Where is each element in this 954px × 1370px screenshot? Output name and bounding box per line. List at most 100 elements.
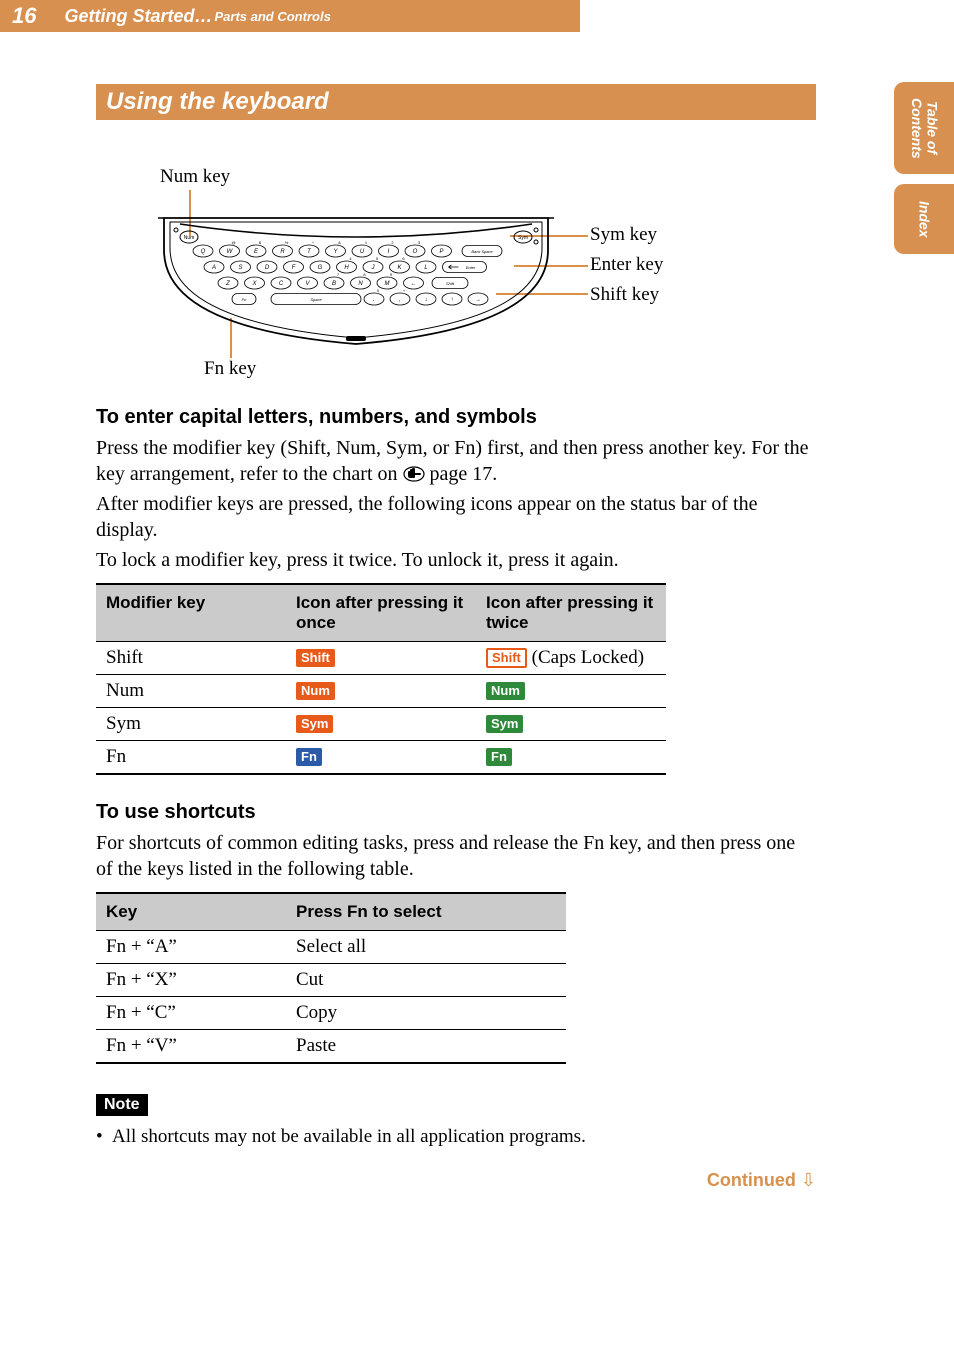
table-cell: Shift [96, 642, 286, 675]
svg-text:H: H [344, 265, 349, 271]
table-cell: Fn [96, 741, 286, 775]
label-sym-key: Sym key [590, 224, 657, 246]
breadcrumb-main: Getting Started… [64, 6, 212, 27]
svg-text:.: . [373, 297, 375, 303]
svg-text:Back Space: Back Space [471, 249, 493, 254]
svg-text:I: I [388, 249, 390, 255]
modifier-icon: Sym [486, 715, 523, 733]
svg-text:8: 8 [363, 272, 366, 277]
side-tabs: Table ofContents Index [894, 82, 954, 264]
svg-text:$: $ [259, 240, 262, 245]
modifier-icon: Num [296, 682, 335, 700]
svg-text:T: T [307, 249, 312, 255]
para-modifier-3: To lock a modifier key, press it twice. … [96, 547, 816, 573]
svg-text:3: 3 [418, 240, 421, 245]
svg-text:S: S [238, 265, 242, 271]
svg-text:M: M [385, 281, 390, 287]
svg-text:D: D [265, 265, 270, 271]
page-header: 16 Getting Started… Parts and Controls [0, 0, 580, 32]
svg-text:Fn: Fn [242, 297, 247, 302]
subheading-capitals: To enter capital letters, numbers, and s… [96, 406, 816, 429]
svg-text:Num: Num [184, 235, 195, 241]
para-modifier-2: After modifier keys are pressed, the fol… [96, 491, 816, 543]
para-shortcuts: For shortcuts of common editing tasks, p… [96, 830, 816, 882]
svg-text:Z: Z [225, 281, 230, 287]
th-modifier: Modifier key [96, 584, 286, 642]
svg-text:4: 4 [349, 256, 352, 261]
th-once: Icon after pressing it once [286, 584, 476, 642]
svg-text:←: ← [411, 281, 417, 287]
svg-text:E: E [254, 249, 259, 255]
table-cell: Fn [476, 741, 666, 775]
label-fn-key: Fn key [204, 358, 256, 380]
table-cell: Sym [286, 708, 476, 741]
pointing-hand-icon [403, 466, 425, 482]
th-key: Key [96, 893, 286, 931]
table-cell: Num [476, 675, 666, 708]
th-action: Press Fn to select [286, 893, 566, 931]
svg-text:&: & [338, 240, 341, 245]
page-content: Using the keyboard Num key Fn key Sym ke… [96, 84, 816, 1191]
breadcrumb-sub: Parts and Controls [215, 9, 331, 24]
table-cell: Copy [286, 997, 566, 1030]
svg-text:Sym: Sym [518, 235, 528, 241]
svg-text:9: 9 [390, 272, 393, 277]
th-twice: Icon after pressing it twice [476, 584, 666, 642]
note-label: Note [96, 1094, 148, 1116]
svg-text:N: N [358, 281, 363, 287]
toc-tab[interactable]: Table ofContents [894, 82, 954, 174]
modifier-icon: Sym [296, 715, 333, 733]
table-cell: Fn + “C” [96, 997, 286, 1030]
page-number: 16 [12, 3, 36, 29]
svg-text:P: P [439, 249, 443, 255]
modifier-icon: Fn [486, 748, 512, 766]
svg-text:@: @ [231, 240, 235, 245]
svg-text:U: U [360, 249, 365, 255]
svg-text:7: 7 [337, 272, 340, 277]
keyboard-diagram: Num key Fn key Sym key Enter key Shift k… [96, 140, 796, 382]
svg-text:O: O [413, 249, 418, 255]
svg-text:1: 1 [365, 240, 368, 245]
modifier-icon: Num [486, 682, 525, 700]
svg-text:Y: Y [333, 249, 338, 255]
svg-text:L: L [424, 265, 427, 271]
para-modifier-1: Press the modifier key (Shift, Num, Sym,… [96, 435, 816, 487]
table-cell: Num [96, 675, 286, 708]
svg-text:6: 6 [402, 256, 405, 261]
svg-text:J: J [371, 265, 376, 271]
subheading-shortcuts: To use shortcuts [96, 801, 816, 824]
label-enter-key: Enter key [590, 254, 663, 276]
table-cell: Sym [96, 708, 286, 741]
svg-text:5: 5 [376, 256, 379, 261]
svg-text:V: V [305, 281, 310, 287]
svg-text:X: X [251, 281, 257, 287]
svg-text:0: 0 [377, 288, 380, 293]
svg-text:C: C [279, 281, 284, 287]
svg-text:→: → [475, 297, 481, 303]
note-item: All shortcuts may not be available in al… [96, 1126, 816, 1148]
continued-indicator: Continued ⇩ [96, 1170, 816, 1191]
label-num-key: Num key [160, 166, 230, 188]
svg-text:2: 2 [391, 240, 394, 245]
svg-text:A: A [211, 265, 216, 271]
table-cell: Cut [286, 964, 566, 997]
modifier-icon: Fn [296, 748, 322, 766]
svg-text:Space: Space [310, 297, 322, 302]
svg-text:G: G [318, 265, 323, 271]
svg-text:Q: Q [201, 249, 206, 255]
svg-text:Shift: Shift [446, 281, 455, 286]
table-cell: Select all [286, 931, 566, 964]
keyboard-illustration: Num Sym QW@E$R%T^Y&U1I2O3PBack SpaceASDF… [156, 210, 556, 350]
table-cell: Num [286, 675, 476, 708]
svg-text:↑: ↑ [451, 297, 454, 303]
table-cell: Fn [286, 741, 476, 775]
svg-text:↓: ↓ [425, 297, 428, 303]
svg-text:Enter: Enter [466, 265, 476, 270]
svg-text:,: , [399, 297, 401, 303]
index-tab[interactable]: Index [894, 184, 954, 254]
svg-text:^: ^ [312, 240, 314, 245]
table-cell: Sym [476, 708, 666, 741]
svg-text:R: R [280, 249, 285, 255]
svg-text:%: % [285, 240, 289, 245]
table-cell: Fn + “A” [96, 931, 286, 964]
